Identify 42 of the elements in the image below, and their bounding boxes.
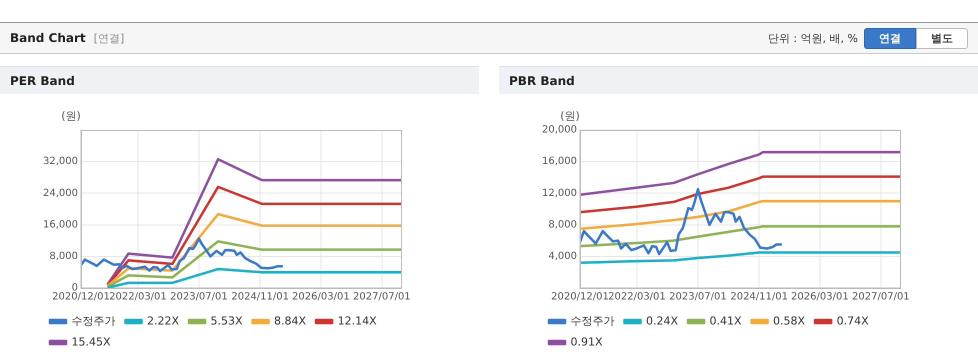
legend-label: 수정주가 xyxy=(72,314,116,328)
y-tick-label: 20,000 xyxy=(542,124,577,136)
x-tick-label: 2022/03/01 xyxy=(109,292,167,303)
legend-label: 0.58X xyxy=(773,314,806,328)
chart-title: PBR Band xyxy=(499,66,978,94)
x-tick-label: 2024/11/01 xyxy=(231,292,289,303)
chart-title: PER Band xyxy=(0,66,479,94)
legend-label: 15.45X xyxy=(72,335,111,348)
text: 단위 : 억원, 배, % xyxy=(768,30,858,46)
text: 연결 xyxy=(864,28,916,48)
y-axis-title: (원) xyxy=(61,109,81,122)
x-tick-label: 2024/11/01 xyxy=(730,292,788,303)
legend-label: 8.84X xyxy=(274,314,307,328)
y-tick-label: 16,000 xyxy=(542,156,577,168)
x-tick-label: 2027/07/01 xyxy=(353,292,411,303)
y-tick-label: 8,000 xyxy=(49,250,78,262)
legend-label: 5.53X xyxy=(210,314,244,328)
text: 별도 xyxy=(916,28,968,48)
x-tick-label: 2026/03/01 xyxy=(292,292,350,303)
x-tick-label: 2026/03/01 xyxy=(791,292,849,303)
y-tick-label: 4,000 xyxy=(548,250,577,262)
legend-label: 12.14X xyxy=(338,314,378,328)
text: [연결] xyxy=(94,30,124,46)
x-tick-label: 2023/07/01 xyxy=(669,292,727,303)
y-tick-label: 12,000 xyxy=(542,188,577,199)
y-tick-label: 32,000 xyxy=(42,156,78,168)
text: Band Chart xyxy=(10,31,86,45)
legend-label: 2.22X xyxy=(147,314,180,328)
y-axis-title: (원) xyxy=(560,109,580,122)
x-tick-label: 2027/07/01 xyxy=(852,292,910,303)
legend-label: 0.41X xyxy=(710,314,742,328)
y-tick-label: 8,000 xyxy=(548,219,577,230)
legend-label: 0.91X xyxy=(570,335,603,348)
x-tick-label: 2020/12/01 xyxy=(551,292,609,303)
y-tick-label: 16,000 xyxy=(42,219,78,230)
legend-label: 수정주가 xyxy=(570,314,614,328)
y-tick-label: 24,000 xyxy=(42,188,78,199)
x-tick-label: 2022/03/01 xyxy=(608,292,666,303)
x-tick-label: 2020/12/01 xyxy=(52,292,110,303)
legend-label: 0.24X xyxy=(646,314,678,328)
x-tick-label: 2023/07/01 xyxy=(170,292,228,303)
legend-label: 0.74X xyxy=(836,314,870,328)
